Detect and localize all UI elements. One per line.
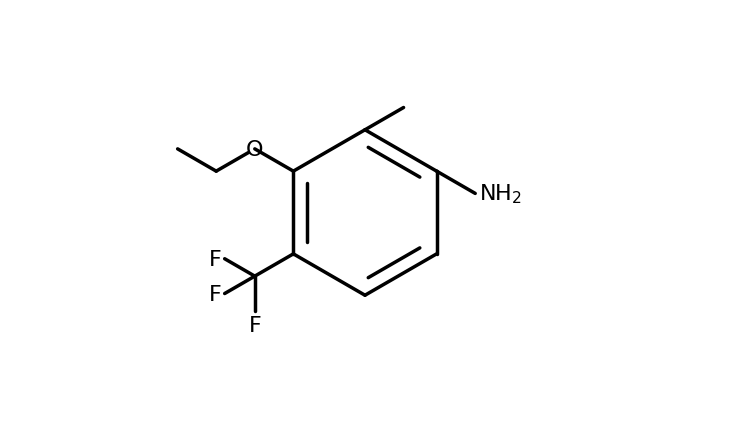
Text: O: O <box>246 140 264 159</box>
Text: F: F <box>209 249 221 269</box>
Text: F: F <box>209 284 221 304</box>
Text: NH$_2$: NH$_2$ <box>479 182 522 206</box>
Text: F: F <box>248 315 261 335</box>
